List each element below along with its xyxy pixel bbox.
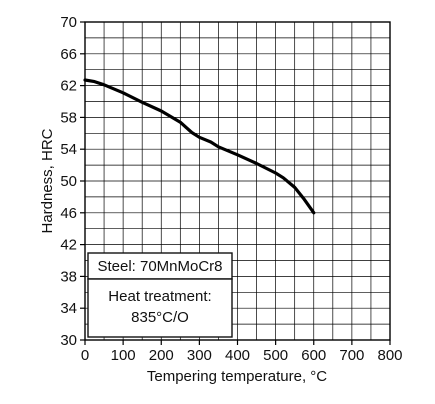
y-tick-label: 42 — [60, 237, 77, 254]
y-tick-label: 46 — [60, 205, 77, 222]
heat-treatment-label: Heat treatment: — [108, 288, 211, 305]
y-tick-label: 62 — [60, 78, 77, 95]
x-tick-label: 700 — [339, 347, 364, 364]
y-tick-labels: 30 34 38 42 46 50 54 58 62 66 70 — [60, 14, 85, 349]
y-tick-label: 38 — [60, 268, 77, 285]
x-tick-label: 600 — [301, 347, 326, 364]
y-tick-label: 34 — [60, 300, 77, 317]
steel-label-box — [87, 252, 233, 280]
x-axis-label: Tempering temperature, °C — [147, 368, 327, 385]
x-tick-label: 400 — [225, 347, 250, 364]
series-line-hardness — [83, 78, 316, 215]
x-tick-labels: 0 100 200 300 400 500 600 700 800 — [81, 340, 403, 364]
y-axis-label: Hardness, HRC — [39, 128, 56, 233]
x-tick-label: 100 — [111, 347, 136, 364]
y-tick-label: 70 — [60, 14, 77, 31]
y-tick-label: 66 — [60, 46, 77, 63]
x-tick-label: 500 — [263, 347, 288, 364]
heat-treatment-value: 835°C/O — [131, 309, 189, 326]
y-tick-label: 50 — [60, 173, 77, 190]
y-tick-label: 54 — [60, 141, 77, 158]
x-tick-label: 0 — [81, 347, 89, 364]
series-layer — [83, 78, 316, 215]
x-tick-label: 300 — [187, 347, 212, 364]
y-tick-label: 30 — [60, 332, 77, 349]
x-tick-label: 800 — [377, 347, 402, 364]
steel-label: Steel: 70MnMoCr8 — [97, 258, 222, 275]
y-tick-label: 58 — [60, 109, 77, 126]
grid — [84, 21, 391, 341]
x-tick-label: 200 — [149, 347, 174, 364]
heat-treatment-box — [87, 278, 233, 338]
